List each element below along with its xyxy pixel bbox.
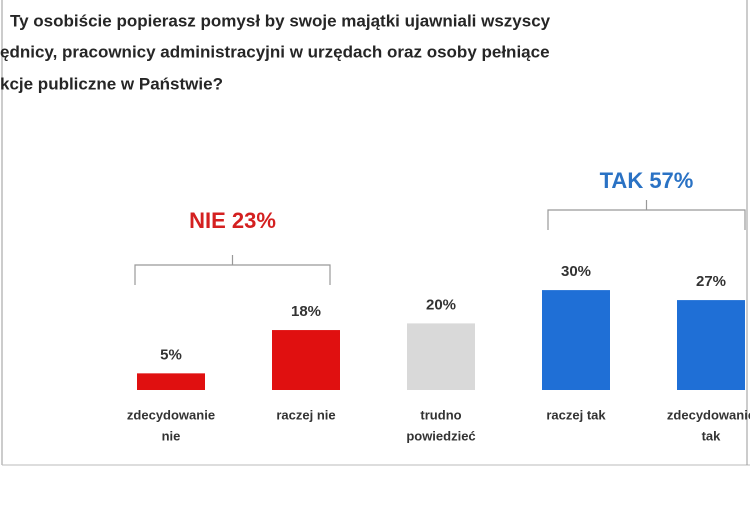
value-label: 5%: [160, 346, 182, 363]
bar: [542, 290, 610, 390]
category-label: zdecydowanie: [667, 407, 750, 422]
bar: [137, 373, 205, 390]
title-line: kcje publiczne w Państwie?: [0, 74, 223, 93]
value-label: 30%: [561, 263, 591, 280]
category-label: nie: [162, 428, 181, 443]
category-label: raczej nie: [276, 407, 335, 422]
category-label: powiedzieć: [406, 428, 475, 443]
category-label: zdecydowanie: [127, 407, 215, 422]
value-label: 18%: [291, 303, 321, 320]
bar: [272, 330, 340, 390]
category-label: raczej tak: [546, 407, 606, 422]
title-line: ędnicy, pracownicy administracyjni w urz…: [0, 42, 550, 61]
category-label: tak: [702, 428, 722, 443]
category-label: trudno: [420, 407, 461, 422]
group-label: TAK 57%: [600, 168, 694, 193]
group-brace: [547, 200, 746, 230]
value-label: 27%: [696, 273, 726, 290]
title-line: Ty osobiście popierasz pomysł by swoje m…: [10, 11, 551, 30]
value-label: 20%: [426, 296, 456, 313]
bar: [677, 300, 745, 390]
group-label: NIE 23%: [189, 208, 276, 233]
group-brace: [134, 255, 331, 285]
bar: [407, 323, 475, 390]
